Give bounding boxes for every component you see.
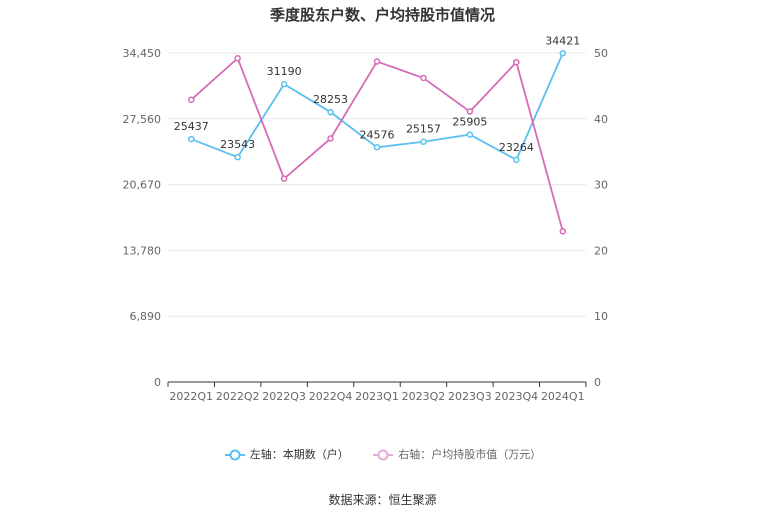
legend-line-icon bbox=[373, 449, 394, 461]
right-axis-tick-label: 0 bbox=[594, 376, 601, 389]
x-axis-tick-label: 2022Q4 bbox=[309, 390, 353, 403]
data-point bbox=[559, 228, 567, 235]
data-label: 24576 bbox=[360, 128, 395, 141]
data-label: 25905 bbox=[452, 116, 487, 129]
data-label: 23543 bbox=[220, 138, 255, 151]
x-axis-tick-label: 2023Q1 bbox=[355, 390, 399, 403]
chart-title: 季度股东户数、户均持股市值情况 bbox=[269, 6, 495, 24]
x-axis-tick-label: 2024Q1 bbox=[541, 390, 585, 403]
data-point bbox=[513, 156, 520, 164]
grid-lines bbox=[168, 52, 586, 317]
right-axis-tick-label: 10 bbox=[594, 310, 608, 323]
left-axis-tick-label: 0 bbox=[154, 376, 161, 389]
data-point bbox=[513, 58, 520, 66]
data-point bbox=[373, 58, 381, 65]
legend-item-avg-value[interactable]: 右轴：户均持股市值（万元） bbox=[372, 446, 541, 462]
data-point bbox=[373, 144, 381, 151]
right-axis-tick-label: 30 bbox=[594, 179, 608, 192]
left-axis-tick-label: 27,560 bbox=[123, 113, 162, 126]
legend-line-icon bbox=[224, 449, 245, 461]
data-label: 28253 bbox=[313, 93, 348, 106]
x-axis-tick-label: 2023Q2 bbox=[402, 390, 446, 403]
data-point bbox=[327, 108, 334, 116]
data-point bbox=[280, 80, 288, 88]
data-label: 34421 bbox=[545, 34, 580, 47]
x-axis-tick-label: 2022Q2 bbox=[216, 390, 260, 403]
legend-label-households: 左轴：本期数（户） bbox=[249, 448, 349, 461]
data-point bbox=[234, 55, 241, 62]
data-label: 25437 bbox=[174, 120, 209, 133]
data-point bbox=[466, 108, 474, 115]
data-point bbox=[420, 74, 427, 82]
right-axis-tick-label: 50 bbox=[594, 47, 608, 60]
legend-item-households[interactable]: 左轴：本期数（户） bbox=[224, 446, 349, 462]
legend-label-avg-value: 右轴：户均持股市值（万元） bbox=[398, 448, 542, 461]
data-point bbox=[280, 175, 288, 182]
x-axis-tick-label: 2023Q4 bbox=[495, 390, 539, 403]
series-lines bbox=[187, 50, 567, 235]
data-point bbox=[559, 50, 567, 57]
legend: 左轴：本期数（户） 右轴：户均持股市值（万元） bbox=[0, 446, 765, 462]
left-axis-tick-label: 34,450 bbox=[123, 47, 162, 60]
data-source: 数据来源：恒生聚源 bbox=[328, 493, 437, 507]
data-label: 23264 bbox=[499, 141, 534, 154]
axes: 0 0 6,890 10 13,780 20 20,670 30 27,560 40 34,450 5… bbox=[123, 47, 609, 403]
left-axis-tick-label: 13,780 bbox=[123, 244, 162, 257]
left-axis-tick-label: 20,670 bbox=[123, 179, 162, 192]
right-axis-tick-label: 20 bbox=[594, 244, 608, 257]
data-point bbox=[187, 96, 195, 103]
data-point bbox=[187, 135, 195, 143]
data-point bbox=[466, 131, 474, 138]
data-labels: 25437 23543 31190 28253 24576 25157 25905 23264… bbox=[174, 34, 581, 154]
data-point bbox=[234, 153, 241, 161]
x-axis-tick-label: 2022Q1 bbox=[169, 390, 213, 403]
x-axis-tick-label: 2023Q3 bbox=[448, 390, 492, 403]
left-axis-tick-label: 6,890 bbox=[130, 310, 162, 323]
right-axis-tick-label: 40 bbox=[594, 113, 608, 126]
data-point bbox=[327, 135, 334, 142]
data-label: 25157 bbox=[406, 123, 441, 136]
x-axis-tick-label: 2022Q3 bbox=[262, 390, 306, 403]
data-point bbox=[420, 138, 427, 145]
data-label: 31190 bbox=[267, 65, 302, 78]
